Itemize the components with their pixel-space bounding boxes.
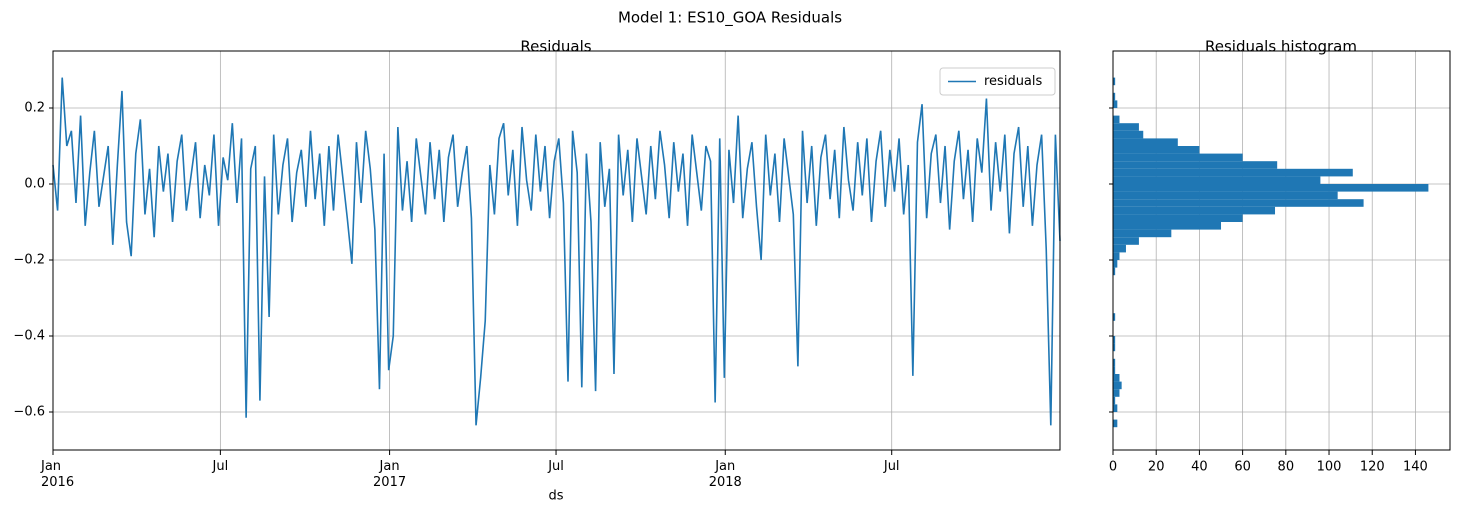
histogram-bar [1113,176,1321,184]
histogram-bar [1113,199,1364,207]
x-axis-label: ds [548,489,563,504]
x-tick-label: 100 [1317,460,1342,475]
x-tick-label: 120 [1360,460,1385,475]
y-tick-label: 0.2 [24,101,45,116]
histogram-bar [1113,222,1222,230]
x-tick-label: 20 [1148,460,1165,475]
histogram-bar [1113,115,1120,124]
y-tick-label: 0.0 [24,177,45,192]
histogram-bar [1113,336,1116,344]
y-tick-label: −0.4 [13,329,45,344]
x-tick-label: Jan 2017 [373,459,407,490]
x-tick-label: 80 [1278,460,1295,475]
histogram-bar [1113,206,1276,215]
x-tick-label: Jan 2016 [41,459,75,490]
histogram-bar [1113,100,1118,108]
histogram-bar [1113,381,1122,390]
histogram-bar [1113,161,1278,169]
histogram-bar [1113,404,1118,412]
histogram-bar [1113,343,1116,352]
y-tick-label: −0.6 [13,405,45,420]
histogram-bar [1113,396,1116,405]
histogram-bar [1113,77,1116,86]
histogram-bar [1113,260,1118,268]
histogram-bar [1113,123,1139,131]
histogram-bar [1113,184,1429,192]
histogram-bar [1113,146,1200,154]
x-tick-label: Jul [883,459,900,474]
histogram-bar [1113,229,1172,238]
histogram-bar [1113,389,1120,397]
histogram-bar [1113,419,1118,428]
histogram-bar [1113,214,1243,222]
figure-title: Model 1: ES10_GOA Residuals [618,9,842,28]
histogram-bar [1113,92,1116,101]
x-tick-label: Jul [212,459,229,474]
x-tick-label: 0 [1109,460,1117,475]
y-tick-label: −0.2 [13,253,45,268]
histogram-bar [1113,153,1243,162]
x-tick-label: 60 [1234,460,1251,475]
x-tick-label: Jan 2018 [708,459,742,490]
histogram-bar [1113,374,1120,382]
legend-box [939,67,1056,96]
x-tick-label: 40 [1191,460,1208,475]
histogram-bar [1113,267,1116,276]
axes-frame [52,50,1061,451]
histogram-bar [1113,138,1178,146]
histogram-bar [1113,358,1116,367]
histogram-bar [1113,168,1353,177]
histogram-bar [1113,366,1116,374]
histogram-bar [1113,237,1139,245]
line-series [52,77,1061,426]
legend-label: residuals [984,74,1043,89]
histogram-bar [1113,252,1120,260]
x-tick-label: Jul [548,459,564,474]
histogram-bar [1113,130,1144,139]
axes-frame [1112,50,1451,451]
histogram-bar [1113,244,1126,253]
histogram-bar [1113,313,1116,321]
histogram-bar [1113,191,1338,200]
chart-title: Residuals histogram [1205,38,1357,56]
x-tick-label: 140 [1403,460,1428,475]
